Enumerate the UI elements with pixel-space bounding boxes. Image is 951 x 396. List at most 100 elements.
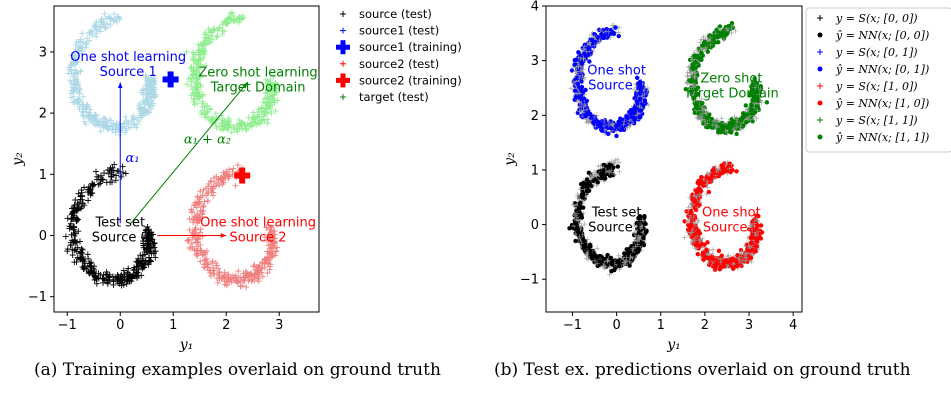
prediction-dot xyxy=(582,245,587,250)
prediction-dot xyxy=(607,173,613,179)
prediction-dot xyxy=(592,177,598,182)
training-point xyxy=(239,167,246,184)
prediction-dot xyxy=(579,212,584,218)
legend-marker xyxy=(340,73,346,88)
x-tick-label: −1 xyxy=(58,318,77,333)
prediction-dot xyxy=(601,162,607,168)
y-axis-label: y₂ xyxy=(10,152,26,167)
prediction-dot xyxy=(595,254,600,260)
prediction-dot xyxy=(643,230,649,235)
prediction-dot xyxy=(592,31,597,37)
prediction-dot xyxy=(588,248,593,254)
prediction-dot xyxy=(580,45,585,51)
x-tick-label: 0 xyxy=(116,318,124,333)
prediction-dot xyxy=(641,226,646,231)
x-axis-label: y₁ xyxy=(179,337,194,353)
annotation-text: Source 2 xyxy=(230,230,287,245)
arrow-label: α₁ + α₂ xyxy=(184,133,231,148)
plot-frame xyxy=(53,5,320,313)
prediction-dot xyxy=(598,171,604,177)
prediction-dot xyxy=(567,226,572,231)
prediction-dot xyxy=(569,68,575,73)
x-tick-label: 2 xyxy=(222,318,230,333)
y-tick-label: 2 xyxy=(39,107,47,122)
prediction-dot xyxy=(598,259,603,264)
prediction-dot xyxy=(636,247,642,252)
prediction-dot xyxy=(594,259,599,264)
prediction-dot xyxy=(639,240,644,245)
prediction-dot xyxy=(622,251,627,256)
annotation-text: Test set xyxy=(94,215,145,230)
prediction-dot xyxy=(610,258,615,264)
legend-label: source1 (training) xyxy=(359,40,462,54)
legend-marker xyxy=(340,40,346,55)
prediction-dot xyxy=(578,181,584,187)
prediction-dot xyxy=(584,98,590,104)
arrow-head xyxy=(242,82,248,89)
arrow-label: α₁ xyxy=(126,151,140,166)
annotation-text: Source 0 xyxy=(92,230,149,245)
legend: source (test) source1 (test) source1 (trai… xyxy=(336,7,462,104)
prediction-dot xyxy=(635,75,640,81)
prediction-dot xyxy=(573,238,578,244)
legend-label: source (test) xyxy=(359,7,432,21)
prediction-dot xyxy=(627,263,632,268)
prediction-dot xyxy=(614,133,619,139)
prediction-dot xyxy=(574,226,580,231)
prediction-dot xyxy=(588,252,593,257)
y-tick-label: 1 xyxy=(39,168,47,183)
x-tick-label: 3 xyxy=(275,318,283,333)
prediction-dot xyxy=(576,206,582,211)
prediction-dot xyxy=(637,226,643,232)
prediction-dot xyxy=(601,168,606,173)
arrow-head xyxy=(220,233,227,238)
prediction-dot xyxy=(576,238,582,243)
prediction-dot xyxy=(598,254,603,259)
legend-label: source2 (training) xyxy=(359,73,462,87)
prediction-dot xyxy=(595,263,600,269)
prediction-dot xyxy=(624,247,629,252)
training-point xyxy=(167,71,174,88)
prediction-dot xyxy=(592,251,597,257)
legend-label: source2 (test) xyxy=(359,57,439,71)
data-points xyxy=(62,9,281,290)
prediction-dot xyxy=(578,200,583,206)
prediction-dot xyxy=(641,235,646,240)
prediction-dot xyxy=(643,221,648,227)
annotation-text: One shot learning xyxy=(70,50,186,65)
prediction-dot xyxy=(572,221,578,226)
prediction-dot xyxy=(577,68,582,73)
annotation-text: Source 1 xyxy=(100,65,157,80)
prediction-dot xyxy=(587,59,592,64)
prediction-dot xyxy=(625,250,631,256)
prediction-dot xyxy=(617,261,623,266)
x-tick-label: 1 xyxy=(169,318,177,333)
prediction-dot xyxy=(615,164,620,169)
prediction-dot xyxy=(582,238,587,244)
data-points xyxy=(567,20,770,278)
y-tick-label: 3 xyxy=(39,45,47,60)
arrow-line xyxy=(130,82,248,224)
prediction-dot xyxy=(579,79,584,84)
prediction-dot xyxy=(609,269,614,274)
prediction-dot xyxy=(631,252,637,257)
annotation-text: Zero shot learning xyxy=(198,65,317,80)
prediction-dot xyxy=(621,127,627,133)
prediction-dot xyxy=(579,192,585,197)
legend-label: source1 (test) xyxy=(359,24,439,38)
annotation-text: Target Domain xyxy=(210,80,306,95)
prediction-dot xyxy=(584,182,589,188)
prediction-dot xyxy=(587,242,593,248)
prediction-dot xyxy=(625,254,630,259)
arrow-head xyxy=(117,82,123,89)
prediction-dot xyxy=(616,33,621,39)
annotation-text: One shot learning xyxy=(200,215,316,230)
legend-label: target (test) xyxy=(359,90,429,104)
y-tick-label: −1 xyxy=(28,290,47,305)
prediction-dot xyxy=(610,262,615,267)
y-tick-label: 0 xyxy=(39,229,47,244)
prediction-dot xyxy=(607,162,612,167)
